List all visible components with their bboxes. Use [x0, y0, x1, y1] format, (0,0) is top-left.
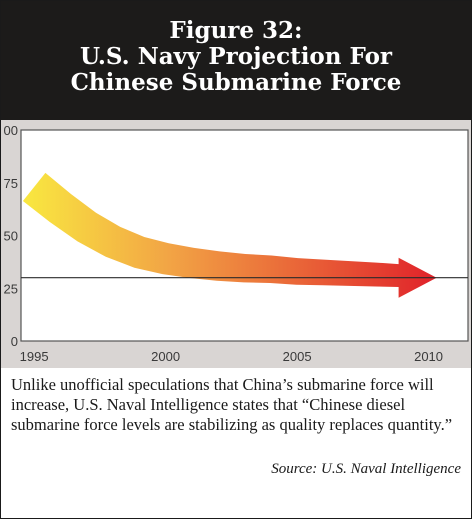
figure-number: Figure 32:	[169, 17, 303, 44]
y-tick-label: 00	[4, 123, 18, 138]
submarine-projection-chart: 0 25 50 75 00 1995 2000 2005 2010	[4, 123, 469, 364]
chart-area: 0 25 50 75 00 1995 2000 2005 2010	[1, 120, 471, 368]
figure-caption: Unlike unofficial speculations that Chin…	[11, 375, 453, 434]
figure-header: Figure 32: U.S. Navy Projection For Chin…	[1, 1, 471, 120]
projection-trend-arrow	[22, 172, 437, 298]
x-tick-label: 2005	[283, 349, 312, 364]
x-tick-label: 2010	[414, 349, 443, 364]
y-tick-label: 75	[4, 176, 18, 191]
y-tick-label: 50	[4, 229, 18, 244]
y-tick-label: 0	[11, 334, 18, 349]
x-tick-label: 1995	[20, 349, 49, 364]
figure-title-line-1: U.S. Navy Projection For	[79, 43, 393, 70]
figure-source: Source: U.S. Naval Intelligence	[271, 461, 461, 477]
y-tick-label: 25	[4, 281, 18, 296]
figure-title-line-2: Chinese Submarine Force	[70, 69, 402, 96]
x-tick-label: 2000	[151, 349, 180, 364]
